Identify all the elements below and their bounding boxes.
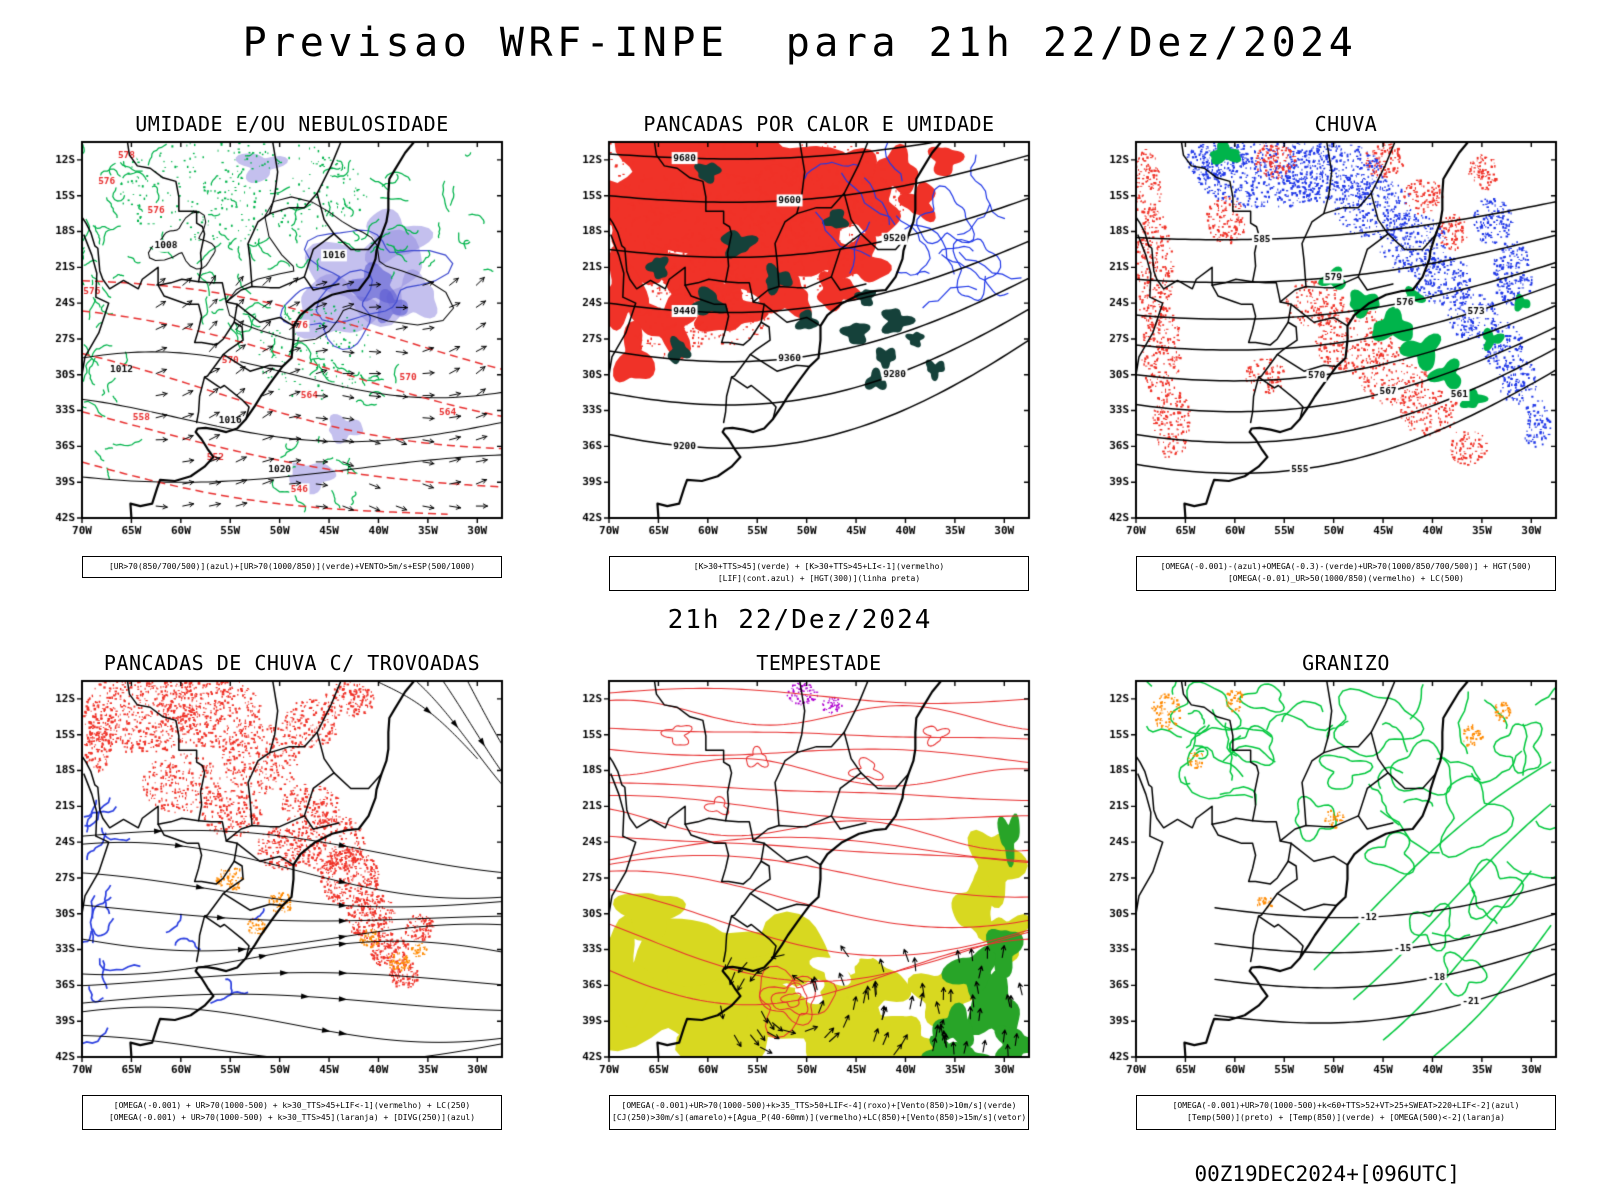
caption-line: [CJ(250)>30m/s](amarelo)+[Agua_P(40-60mm… [612, 1113, 1026, 1123]
panel-title: PANCADAS POR CALOR E UMIDADE [643, 112, 995, 136]
panel-title: PANCADAS DE CHUVA C/ TROVOADAS [103, 650, 481, 675]
caption-line: [OMEGA(-0.001)-(azul)+OMEGA(-0.3)-(verde… [1160, 562, 1532, 571]
caption-trovoadas: [OMEGA(-0.001) + UR>70(1000-500) + k>30_… [82, 1094, 502, 1130]
caption-line: [UR>70(850/700/500)](azul)+[UR>70(1000/8… [108, 562, 476, 571]
run-timestamp: 00Z19DEC2024+[096UTC] [1194, 1162, 1460, 1186]
caption-line: [OMEGA(-0.001) + UR>70(1000-500) + k>30_… [113, 1100, 471, 1110]
valid-time-caption: 21h 22/Dez/2024 [667, 604, 933, 635]
panel-trovoadas: PANCADAS DE CHUVA C/ TROVOADAS [OMEGA(-0… [34, 651, 512, 1130]
caption-tempestade: [OMEGA(-0.001)+UR>70(1000-500)+k>35_TTS>… [609, 1094, 1029, 1130]
caption-umidade: [UR>70(850/700/500)](azul)+[UR>70(1000/8… [82, 556, 502, 579]
caption-line: [OMEGA(-0.001)+UR>70(1000-500)+k>35_TTS>… [621, 1100, 1017, 1110]
caption-line: [OMEGA(-0.01)_UR>50(1000/850)(vermelho) … [1227, 574, 1464, 584]
panel-chuva: CHUVA [OMEGA(-0.001)-(azul)+OMEGA(-0.3)-… [1088, 112, 1566, 591]
panel-title: TEMPESTADE [756, 650, 882, 675]
caption-line: [K>30+TTS>45](verde) + [K>30+TTS>45+LI<-… [693, 562, 945, 571]
page-title: Previsao WRF-INPE para 21h 22/Dez/2024 [242, 20, 1358, 66]
panel-row-bottom: PANCADAS DE CHUVA C/ TROVOADAS [OMEGA(-0… [0, 651, 1600, 1130]
caption-granizo: [OMEGA(-0.001)+UR>70(1000-500)+k<60+TTS>… [1136, 1094, 1556, 1130]
panel-title: UMIDADE E/OU NEBULOSIDADE [135, 112, 449, 136]
map-tempestade [561, 676, 1036, 1091]
caption-line: [LIF](cont.azul) + [HGT(300)](linha pret… [717, 574, 921, 584]
panel-umidade: UMIDADE E/OU NEBULOSIDADE [UR>70(850/700… [34, 112, 512, 591]
map-trovoadas [34, 676, 509, 1091]
panel-pancadas-calor: PANCADAS POR CALOR E UMIDADE [K>30+TTS>4… [561, 112, 1039, 591]
caption-chuva: [OMEGA(-0.001)-(azul)+OMEGA(-0.3)-(verde… [1136, 556, 1556, 591]
map-pancadas-calor [561, 138, 1036, 552]
map-chuva [1088, 138, 1563, 552]
map-umidade [34, 138, 509, 552]
panel-title: CHUVA [1314, 112, 1378, 136]
panel-tempestade: TEMPESTADE [OMEGA(-0.001)+UR>70(1000-500… [561, 651, 1039, 1130]
map-granizo [1088, 676, 1563, 1091]
caption-pancadas-calor: [K>30+TTS>45](verde) + [K>30+TTS>45+LI<-… [609, 556, 1029, 591]
panel-row-top: UMIDADE E/OU NEBULOSIDADE [UR>70(850/700… [0, 112, 1600, 591]
caption-line: [Temp(500)](preto) + [Temp(850)](verde) … [1187, 1113, 1505, 1123]
panel-title: GRANIZO [1302, 650, 1390, 675]
caption-line: [OMEGA(-0.001) + UR>70(1000-500) + k>30_… [108, 1113, 476, 1123]
panel-granizo: GRANIZO [OMEGA(-0.001)+UR>70(1000-500)+k… [1088, 651, 1566, 1130]
caption-line: [OMEGA(-0.001)+UR>70(1000-500)+k<60+TTS>… [1172, 1100, 1520, 1110]
